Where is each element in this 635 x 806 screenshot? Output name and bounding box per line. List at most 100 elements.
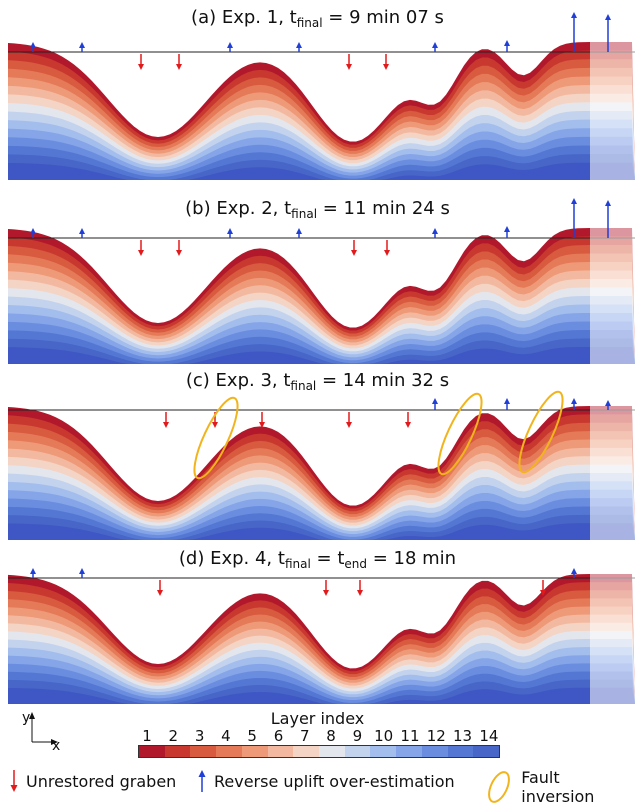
blue-arrow-icon [605, 400, 611, 410]
blue-arrow-icon [30, 42, 36, 52]
colorbar-swatch-6 [267, 746, 294, 757]
fault-inversion-ellipse [193, 396, 239, 480]
blue-arrow-icon [571, 198, 577, 238]
unresolved-zone [590, 566, 635, 704]
fault-inversion-ellipse [518, 390, 564, 474]
unresolved-zone [590, 398, 635, 540]
blue-arrow-icon [504, 226, 510, 238]
blue-arrow-icon [504, 40, 510, 52]
red-arrow-icon [346, 412, 352, 428]
blue-arrow-icon [227, 228, 233, 238]
colorbar-tick-12: 12 [426, 727, 446, 745]
basement [8, 162, 635, 180]
colorbar-tick-9: 9 [352, 727, 363, 745]
cross-section-c [8, 390, 635, 540]
x-axis-label: x [52, 738, 61, 754]
panel-b-title: (b) Exp. 2, tfinal = 11 min 24 s [185, 198, 450, 222]
blue-arrow-icon [432, 398, 438, 410]
blue-arrow-icon [296, 228, 302, 238]
colorbar: 1 2 3 4 5 6 7 8 9 10 11 12 13 14 [136, 727, 500, 758]
blue-arrow-icon [296, 42, 302, 52]
basement [8, 347, 635, 364]
red-arrow-icon [138, 240, 144, 256]
red-arrow-icon [157, 580, 163, 596]
red-arrow-icon [351, 240, 357, 256]
colorbar-tick-14: 14 [479, 727, 499, 745]
blue-arrow-icon [432, 228, 438, 238]
legend-graben-label: Unrestored graben [26, 771, 177, 791]
cross-section-d [8, 566, 635, 704]
red-arrow-icon [323, 580, 329, 596]
blue-arrow-icon [198, 770, 206, 792]
colorbar-swatch-12 [421, 746, 448, 757]
colorbar-swatch-4 [216, 746, 242, 757]
basement [8, 523, 635, 540]
red-arrow-icon [540, 580, 546, 596]
blue-arrow-icon [571, 12, 577, 52]
colorbar-swatch-1 [139, 746, 165, 757]
colorbar-tick-1: 1 [142, 727, 152, 745]
legend-uplift-label: Reverse uplift over-estimation [214, 771, 455, 791]
blue-arrow-icon [571, 568, 577, 578]
basement [8, 687, 635, 704]
blue-arrow-icon [30, 568, 36, 578]
red-arrow-icon [176, 54, 182, 70]
y-axis-label: y [22, 710, 31, 726]
colorbar-swatches [138, 745, 500, 758]
legend-inversion-label: Fault inversion [521, 768, 595, 806]
red-arrow-icon [259, 412, 265, 428]
legend-graben: Unrestored graben [10, 770, 176, 792]
red-arrow-icon [346, 54, 352, 70]
red-arrow-icon [176, 240, 182, 256]
panel-c-title: (c) Exp. 3, tfinal = 14 min 32 s [185, 370, 450, 394]
cross-section-a [8, 12, 635, 180]
colorbar-swatch-13 [447, 746, 474, 757]
colorbar-title: Layer index [270, 709, 365, 728]
blue-arrow-icon [227, 42, 233, 52]
colorbar-tick-13: 13 [453, 727, 473, 745]
colorbar-tick-11: 11 [400, 727, 420, 745]
panel-a-title: (a) Exp. 1, tfinal = 9 min 07 s [191, 7, 444, 31]
blue-arrow-icon [605, 200, 611, 238]
red-arrow-icon [138, 54, 144, 70]
red-arrow-icon [383, 54, 389, 70]
blue-arrow-icon [605, 14, 611, 52]
colorbar-tick-2: 2 [168, 727, 179, 745]
blue-arrow-icon [571, 398, 577, 410]
cross-section-b [8, 198, 635, 364]
blue-arrow-icon [79, 228, 85, 238]
colorbar-swatch-5 [241, 746, 268, 757]
blue-arrow-icon [504, 398, 510, 410]
legend-uplift: Reverse uplift over-estimation [198, 770, 455, 792]
blue-arrow-icon [79, 42, 85, 52]
red-arrow-icon [357, 580, 363, 596]
red-arrow-icon [10, 770, 18, 792]
colorbar-swatch-11 [396, 746, 422, 757]
red-arrow-icon [384, 240, 390, 256]
colorbar-swatch-7 [293, 746, 320, 757]
legend: Unrestored graben Reverse uplift over-es… [0, 762, 635, 806]
axes-orientation-icon: y x [22, 710, 72, 756]
blue-arrow-icon [432, 42, 438, 52]
colorbar-tick-5: 5 [247, 727, 257, 745]
red-arrow-icon [163, 412, 169, 428]
colorbar-tick-10: 10 [374, 727, 394, 745]
fault-inversion-ellipse [437, 392, 483, 476]
colorbar-swatch-3 [190, 746, 217, 757]
colorbar-tick-7: 7 [300, 727, 310, 745]
colorbar-tick-4: 4 [221, 727, 231, 745]
unresolved-zone [590, 220, 635, 364]
colorbar-tick-6: 6 [273, 727, 284, 745]
legend-inversion: Fault inversion [484, 768, 635, 806]
colorbar-swatch-2 [164, 746, 191, 757]
colorbar-ticks: 1 2 3 4 5 6 7 8 9 10 11 12 13 14 [136, 727, 500, 745]
red-arrow-icon [405, 412, 411, 428]
colorbar-swatch-14 [473, 746, 500, 757]
colorbar-swatch-9 [344, 746, 371, 757]
colorbar-tick-3: 3 [194, 727, 205, 745]
blue-arrow-icon [30, 228, 36, 238]
ellipse-icon [488, 771, 510, 803]
colorbar-tick-8: 8 [326, 727, 336, 745]
colorbar-swatch-10 [370, 746, 397, 757]
colorbar-swatch-8 [319, 746, 345, 757]
